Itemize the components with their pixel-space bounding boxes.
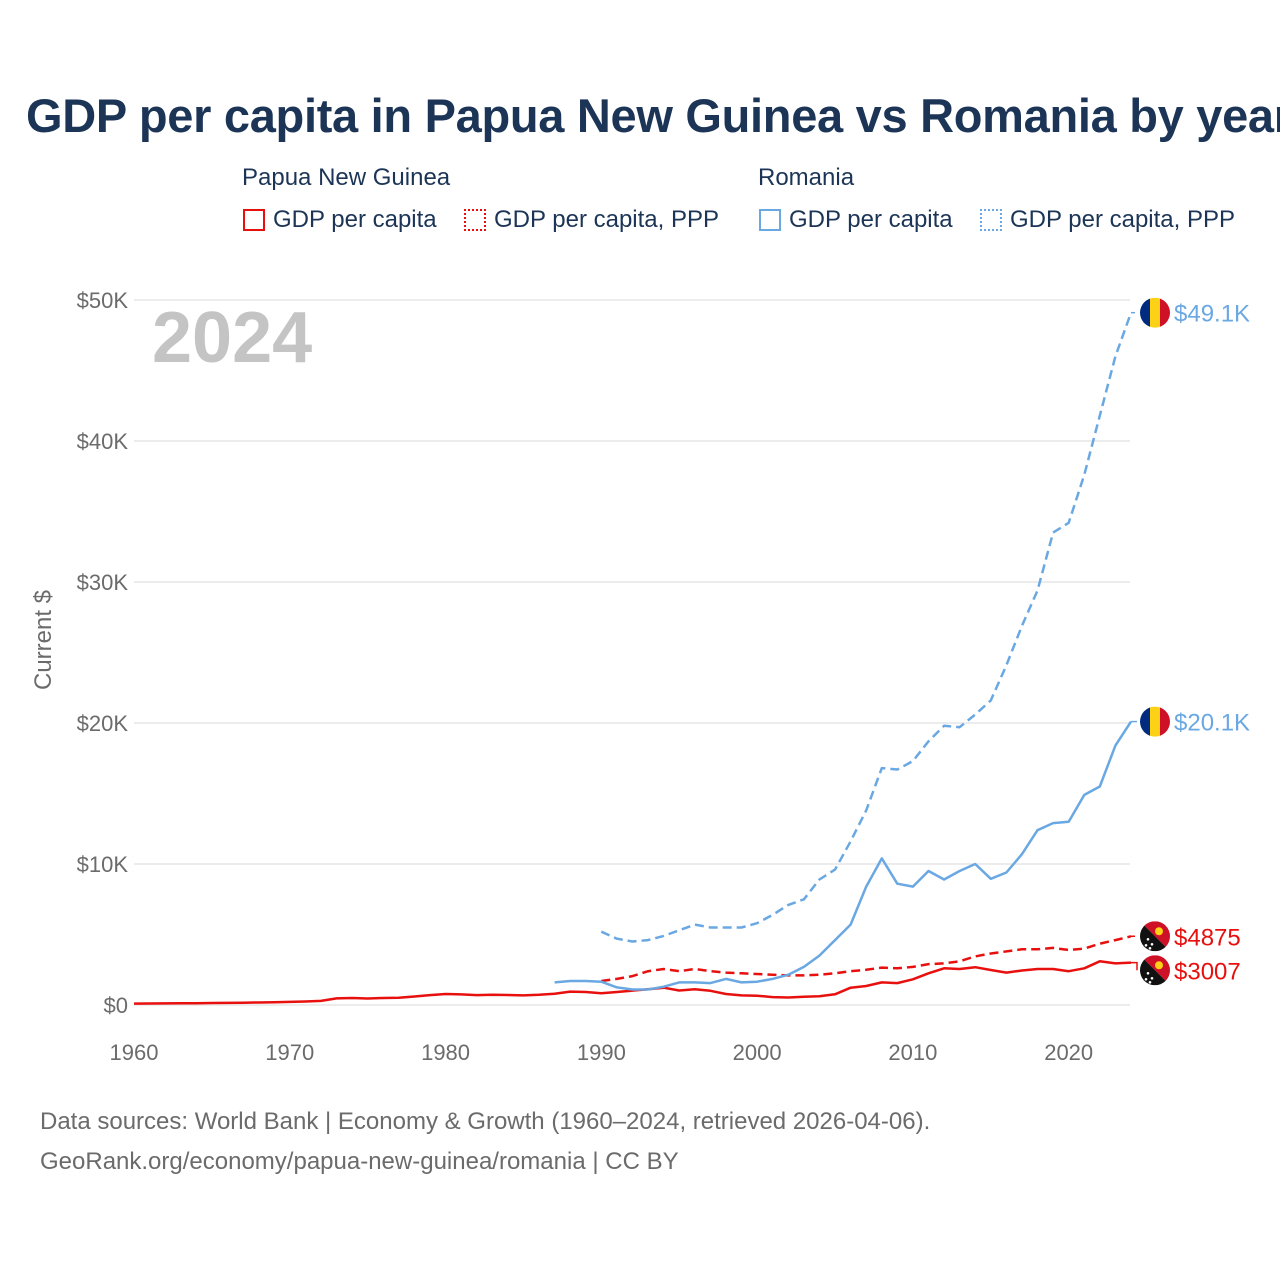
series-line-1[interactable]	[601, 935, 1132, 983]
legend-group-romania: Romania	[758, 164, 855, 191]
romania-flag-icon	[1140, 706, 1170, 737]
y-tick-label: $20K	[77, 711, 129, 736]
y-tick-label: $10K	[77, 852, 129, 877]
y-tick-label: $50K	[77, 288, 129, 313]
series-end-label: $49.1K	[1174, 301, 1250, 328]
series-end-label: $4875	[1174, 924, 1241, 951]
png-flag-icon	[1140, 921, 1170, 952]
legend-label-png-gdp-ppp: GDP per capita, PPP	[494, 206, 719, 233]
legend-romania-gdp-ppp[interactable]: GDP per capita, PPP	[980, 205, 1235, 235]
legend-label-png-gdp: GDP per capita	[273, 206, 437, 233]
y-tick-label: $40K	[77, 429, 129, 454]
chart-title: GDP per capita in Papua New Guinea vs Ro…	[26, 89, 1280, 142]
x-tick-label: 1990	[577, 1040, 626, 1065]
png-flag-icon	[1140, 955, 1170, 986]
legend-label-romania-gdp-ppp: GDP per capita, PPP	[1010, 206, 1235, 233]
series-line-2[interactable]	[554, 720, 1133, 991]
x-tick-label: 1960	[110, 1040, 159, 1065]
legend-swatch-png-solid	[243, 209, 265, 231]
series-end-label: $20.1K	[1174, 710, 1250, 737]
legend-swatch-romania-solid	[759, 209, 781, 231]
legend-png-gdp[interactable]: GDP per capita	[243, 205, 437, 235]
romania-flag-icon	[1140, 297, 1170, 328]
x-tick-label: 2020	[1044, 1040, 1093, 1065]
y-axis-title: Current $	[30, 590, 57, 690]
legend-swatch-romania-dotted	[980, 209, 1002, 231]
label-connector	[1131, 961, 1138, 971]
legend-group-png: Papua New Guinea	[242, 164, 451, 191]
series-end-label: $3007	[1174, 958, 1241, 985]
x-tick-label: 1980	[421, 1040, 470, 1065]
series-line-0[interactable]	[133, 960, 1132, 1005]
legend-label-romania-gdp: GDP per capita	[789, 206, 953, 233]
x-tick-label: 2000	[733, 1040, 782, 1065]
footer-link[interactable]: GeoRank.org/economy/papua-new-guinea/rom…	[40, 1148, 679, 1175]
legend-romania-gdp[interactable]: GDP per capita	[759, 205, 953, 235]
legend-png-gdp-ppp[interactable]: GDP per capita, PPP	[464, 205, 719, 235]
y-tick-label: $30K	[77, 570, 129, 595]
footer-sources: Data sources: World Bank | Economy & Gro…	[40, 1108, 931, 1135]
current-year-label: 2024	[152, 298, 312, 378]
x-tick-label: 1970	[265, 1040, 314, 1065]
x-tick-label: 2010	[888, 1040, 937, 1065]
y-tick-label: $0	[104, 993, 128, 1018]
legend-swatch-png-dotted	[464, 209, 486, 231]
series-line-3[interactable]	[600, 312, 1133, 943]
